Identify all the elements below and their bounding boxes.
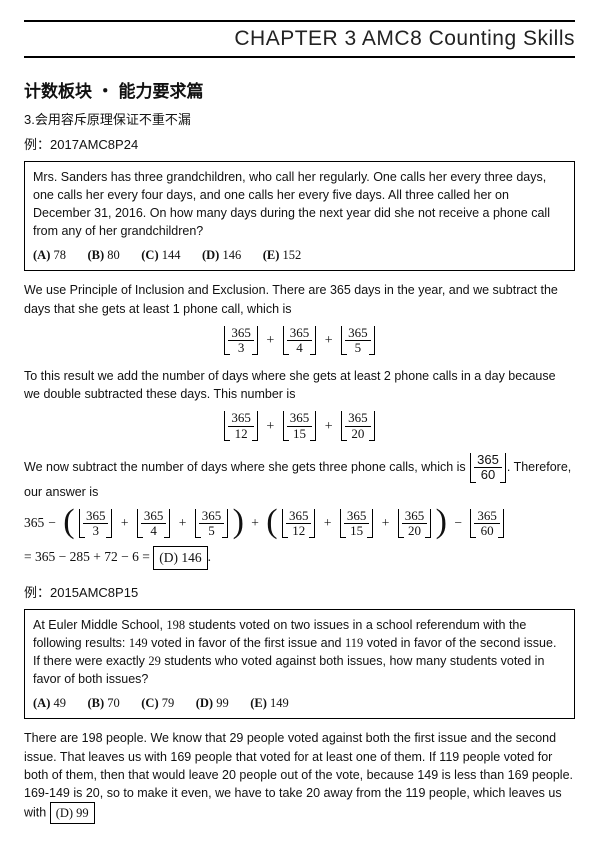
chapter-header: CHAPTER 3 AMC8 Counting Skills xyxy=(24,20,575,58)
choice-e: (E) 152 xyxy=(263,246,302,264)
solution-2: There are 198 people. We know that 29 pe… xyxy=(24,729,575,824)
solution-1-p1: We use Principle of Inclusion and Exclus… xyxy=(24,281,575,317)
problem-1-text: Mrs. Sanders has three grandchildren, wh… xyxy=(33,168,566,241)
solution-1-p3: We now subtract the number of days where… xyxy=(24,453,575,501)
problem-1-choices: (A) 78 (B) 80 (C) 144 (D) 146 (E) 152 xyxy=(33,246,566,264)
example-1-label: 例：2017AMC8P24 xyxy=(24,136,575,155)
choice-b: (B) 80 xyxy=(87,246,119,264)
answer-box-2: (D) 99 xyxy=(50,802,95,824)
choice-a: (A) 78 xyxy=(33,246,66,264)
choice2-c: (C) 79 xyxy=(141,694,174,712)
problem-2-choices: (A) 49 (B) 70 (C) 79 (D) 99 (E) 149 xyxy=(33,694,566,712)
choice-d: (D) 146 xyxy=(202,246,241,264)
subpoint: 3.会用容斥原理保证不重不漏 xyxy=(24,111,575,130)
example-2-label: 例：2015AMC8P15 xyxy=(24,584,575,603)
problem-2-text: At Euler Middle School, 198 students vot… xyxy=(33,616,566,689)
choice2-e: (E) 149 xyxy=(250,694,289,712)
problem-box-2: At Euler Middle School, 198 students vot… xyxy=(24,609,575,720)
choice2-b: (B) 70 xyxy=(87,694,119,712)
math-block-2: 36512 + 36515 + 36520 xyxy=(24,411,575,441)
choice2-a: (A) 49 xyxy=(33,694,66,712)
problem-box-1: Mrs. Sanders has three grandchildren, wh… xyxy=(24,161,575,272)
final-equation: 365− ( 3653 + 3654 + 3655 ) + ( 36512 + … xyxy=(24,509,575,570)
answer-box-1: (D) 146 xyxy=(153,546,207,570)
solution-1-p2: To this result we add the number of days… xyxy=(24,367,575,403)
choice-c: (C) 144 xyxy=(141,246,180,264)
section-title: 计数板块 ・ 能力要求篇 xyxy=(24,80,575,105)
choice2-d: (D) 99 xyxy=(196,694,229,712)
math-block-1: 3653 + 3654 + 3655 xyxy=(24,326,575,356)
